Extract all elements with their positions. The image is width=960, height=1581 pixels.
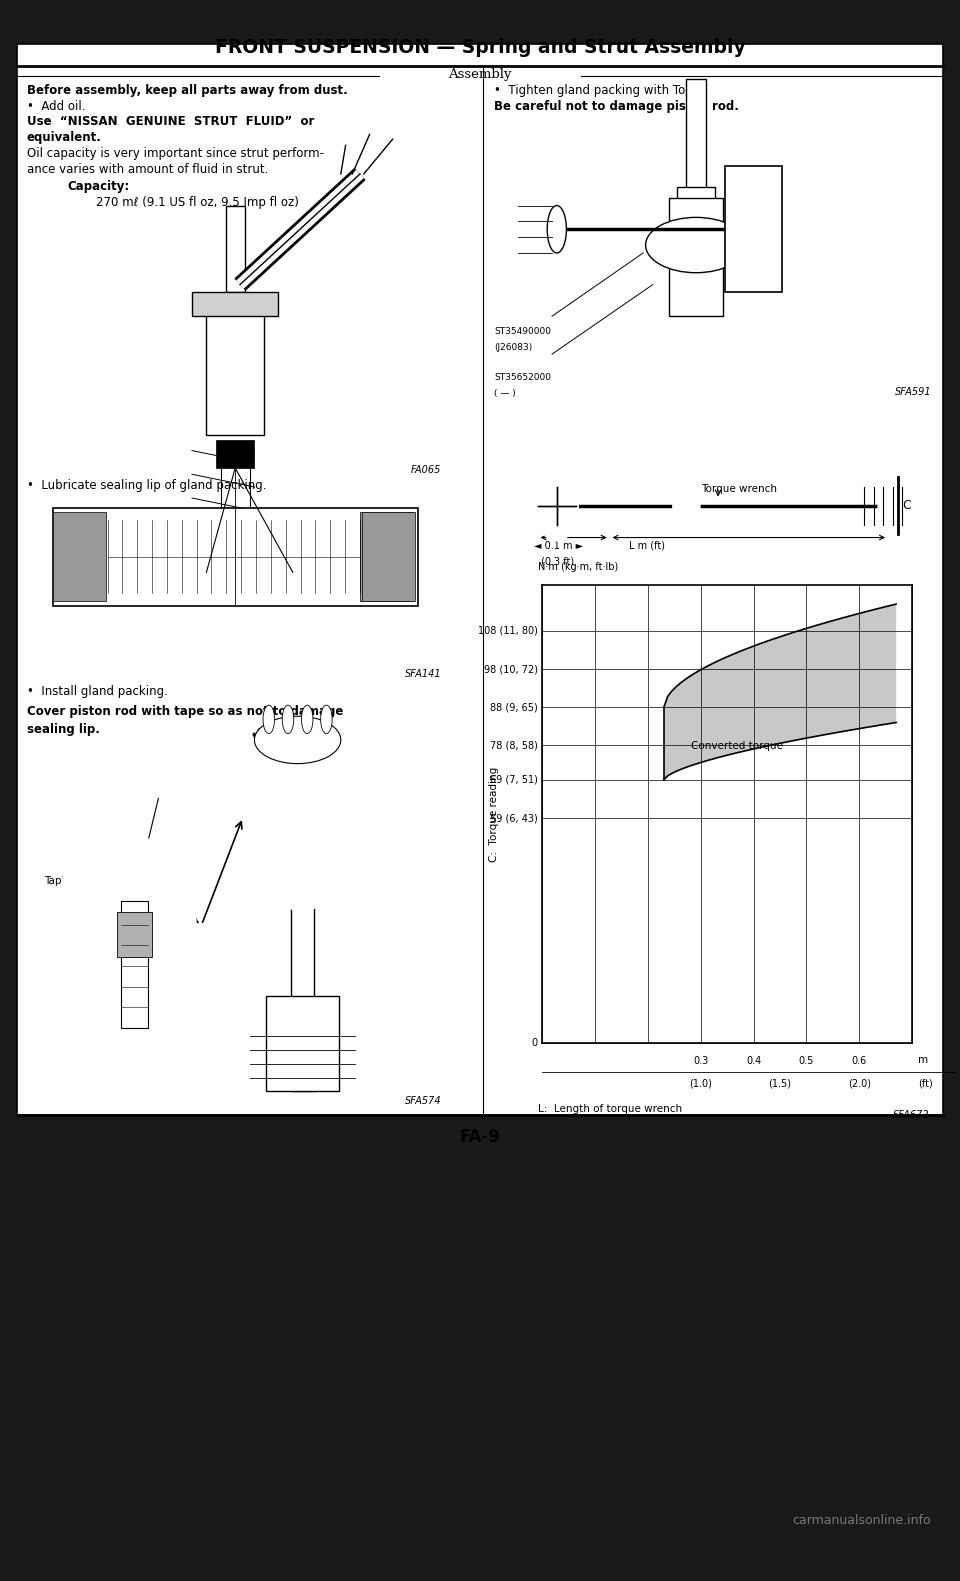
Text: 88 (9, 65): 88 (9, 65) bbox=[490, 702, 538, 711]
Text: 98 (10, 72): 98 (10, 72) bbox=[484, 664, 538, 674]
Text: Be careful not to damage piston rod.: Be careful not to damage piston rod. bbox=[494, 100, 739, 112]
Text: 0.4: 0.4 bbox=[746, 1056, 761, 1066]
Bar bbox=[677, 187, 715, 206]
Text: L m (ft): L m (ft) bbox=[629, 541, 665, 550]
Text: 0.6: 0.6 bbox=[852, 1056, 867, 1066]
Text: 0.5: 0.5 bbox=[799, 1056, 814, 1066]
Circle shape bbox=[547, 490, 566, 522]
Bar bbox=[226, 206, 245, 292]
Text: N·m (kg·m, ft·lb): N·m (kg·m, ft·lb) bbox=[538, 563, 618, 572]
Text: •  Tighten gland packing with Tool.: • Tighten gland packing with Tool. bbox=[494, 84, 700, 96]
Text: 0: 0 bbox=[532, 1039, 538, 1048]
Text: 59 (6, 43): 59 (6, 43) bbox=[490, 813, 538, 824]
Text: Taping: Taping bbox=[44, 876, 78, 885]
Bar bbox=[725, 166, 782, 292]
Text: C: C bbox=[902, 500, 911, 512]
Bar bbox=[669, 198, 723, 316]
Bar bbox=[121, 901, 148, 1028]
Bar bbox=[17, 44, 943, 66]
Text: carmanualsonline.info: carmanualsonline.info bbox=[793, 1515, 931, 1527]
Text: FA-9: FA-9 bbox=[460, 1127, 500, 1146]
Text: ance varies with amount of fluid in strut.: ance varies with amount of fluid in stru… bbox=[27, 163, 268, 175]
Bar bbox=[117, 912, 152, 957]
Text: sealing lip.: sealing lip. bbox=[27, 723, 100, 735]
Text: (1.0): (1.0) bbox=[689, 1078, 712, 1088]
Bar bbox=[216, 440, 254, 468]
Text: ST35652000: ST35652000 bbox=[494, 373, 551, 383]
Text: L:  Length of torque wrench: L: Length of torque wrench bbox=[538, 1104, 682, 1113]
Text: 0.3: 0.3 bbox=[693, 1056, 708, 1066]
Ellipse shape bbox=[301, 705, 313, 734]
Bar bbox=[192, 292, 278, 316]
Text: (0.3 ft): (0.3 ft) bbox=[541, 557, 575, 566]
Circle shape bbox=[53, 822, 197, 1059]
Text: SFA141: SFA141 bbox=[405, 669, 442, 678]
Text: •  Lubricate sealing lip of gland packing.: • Lubricate sealing lip of gland packing… bbox=[27, 479, 266, 492]
Text: Torque wrench: Torque wrench bbox=[701, 484, 777, 493]
Bar bbox=[362, 512, 415, 601]
Ellipse shape bbox=[321, 705, 332, 734]
Text: SFA591: SFA591 bbox=[895, 387, 931, 397]
Text: (ft): (ft) bbox=[918, 1078, 932, 1088]
Text: Use  “NISSAN  GENUINE  STRUT  FLUID”  or: Use “NISSAN GENUINE STRUT FLUID” or bbox=[27, 115, 314, 128]
Bar bbox=[17, 44, 943, 1115]
Text: Oil capacity is very important since strut perform-: Oil capacity is very important since str… bbox=[27, 147, 324, 160]
Text: (J26083): (J26083) bbox=[494, 343, 533, 353]
Ellipse shape bbox=[547, 206, 566, 253]
Text: •  Add oil.: • Add oil. bbox=[27, 100, 85, 112]
Text: equivalent.: equivalent. bbox=[27, 131, 102, 144]
Ellipse shape bbox=[254, 716, 341, 764]
Text: 270 mℓ (9.1 US fl oz, 9.5 Imp fl oz): 270 mℓ (9.1 US fl oz, 9.5 Imp fl oz) bbox=[96, 196, 299, 209]
Text: ◄ 0.1 m ►: ◄ 0.1 m ► bbox=[534, 541, 583, 550]
Text: Cover piston rod with tape so as not to damage: Cover piston rod with tape so as not to … bbox=[27, 705, 344, 718]
Bar bbox=[266, 996, 339, 1091]
Text: C:  Torque reading: C: Torque reading bbox=[490, 767, 499, 862]
Circle shape bbox=[252, 775, 352, 939]
Bar bbox=[53, 512, 106, 601]
Ellipse shape bbox=[282, 705, 294, 734]
Text: (2.0): (2.0) bbox=[848, 1078, 871, 1088]
Text: ( — ): ( — ) bbox=[494, 389, 516, 398]
Polygon shape bbox=[664, 604, 897, 779]
Bar bbox=[360, 512, 413, 601]
Circle shape bbox=[287, 832, 318, 882]
Text: 108 (11, 80): 108 (11, 80) bbox=[478, 626, 538, 636]
Text: 78 (8, 58): 78 (8, 58) bbox=[490, 740, 538, 751]
Text: •  Install gland packing.: • Install gland packing. bbox=[27, 685, 168, 697]
Bar bbox=[53, 508, 418, 606]
Bar bbox=[17, 44, 943, 1115]
Circle shape bbox=[536, 471, 578, 541]
Text: ST35490000: ST35490000 bbox=[494, 327, 551, 337]
Text: Capacity:: Capacity: bbox=[67, 180, 130, 193]
Ellipse shape bbox=[645, 218, 747, 272]
Text: 69 (7, 51): 69 (7, 51) bbox=[490, 775, 538, 784]
Ellipse shape bbox=[263, 705, 275, 734]
Text: Converted torque: Converted torque bbox=[691, 741, 783, 751]
Text: SFA672: SFA672 bbox=[893, 1110, 929, 1119]
Circle shape bbox=[269, 802, 336, 912]
Text: (1.5): (1.5) bbox=[769, 1078, 791, 1088]
Circle shape bbox=[673, 484, 700, 528]
Text: m: m bbox=[918, 1055, 928, 1064]
Bar bbox=[686, 79, 706, 198]
Text: Assembly: Assembly bbox=[448, 68, 512, 81]
Text: FRONT SUSPENSION — Spring and Strut Assembly: FRONT SUSPENSION — Spring and Strut Asse… bbox=[215, 38, 745, 57]
Text: FA065: FA065 bbox=[411, 465, 442, 474]
Circle shape bbox=[878, 490, 898, 522]
Text: Before assembly, keep all parts away from dust.: Before assembly, keep all parts away fro… bbox=[27, 84, 348, 96]
Text: SFA574: SFA574 bbox=[405, 1096, 442, 1105]
Bar bbox=[291, 857, 314, 1091]
Bar bbox=[206, 300, 264, 435]
